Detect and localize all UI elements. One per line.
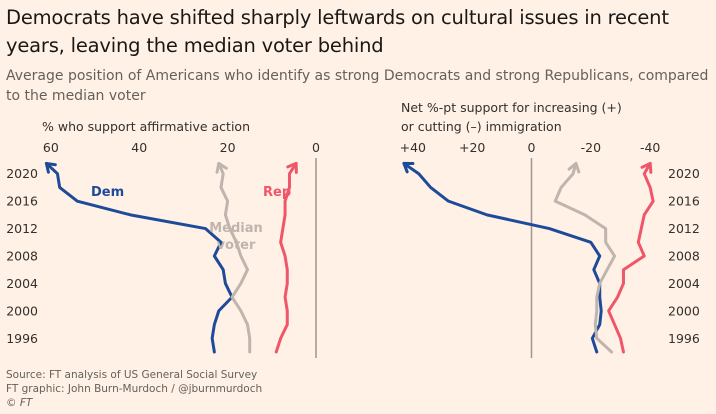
median-series-label-line2: voter [217,238,256,253]
y-tick-label: 2008 [6,249,38,264]
y-tick-label: 2012 [668,221,700,236]
x-tick-label: +20 [459,140,485,155]
rep-series-label: Rep [263,185,291,200]
graphic-credit: FT graphic: John Burn-Murdoch / @jburnmu… [6,383,263,395]
x-tick-label: 20 [220,140,236,155]
x-tick-label: +40 [400,140,426,155]
x-tick-label: -20 [581,140,601,155]
y-tick-label: 2016 [668,194,700,209]
source-note: Source: FT analysis of US General Social… [6,369,258,381]
y-tick-label: 2016 [6,194,38,209]
y-tick-label: 2000 [6,303,38,318]
chart-subtitle: Average position of Americans who identi… [6,68,709,104]
y-tick-label: 2012 [6,221,38,236]
y-tick-label: 2004 [6,276,38,291]
right-panel-title-line2: or cutting (–) immigration [401,119,562,134]
dem-series-line [44,161,234,354]
dem-series-label: Dem [91,185,124,200]
right-panel: +40 +20 0 -20 -40 1996 2000 2004 2008 2012 2016 202… [400,140,700,358]
x-tick-label: 0 [528,140,536,155]
median-arrowhead [567,161,581,174]
x-tick-label: 60 [43,140,59,155]
y-tick-label: 2000 [668,303,700,318]
x-tick-label: -40 [640,140,660,155]
dem-arrowhead [44,161,57,174]
right-panel-title-line1: Net %-pt support for increasing (+) [401,100,622,115]
y-tick-label: 1996 [668,331,700,346]
x-tick-label: 40 [131,140,147,155]
y-tick-label: 2020 [6,166,38,181]
rep-arrowhead [286,161,298,174]
y-tick-label: 2008 [668,249,700,264]
dem-arrowhead [402,161,415,174]
median-series-line [217,161,252,354]
copyright-note: © FT [6,397,33,409]
rep-arrowhead [640,161,653,174]
y-tick-label: 1996 [6,331,38,346]
x-tick-label: 0 [312,140,320,155]
median-series-line [553,161,617,354]
median-series-label-line1: Median [209,221,263,236]
dem-series-line [402,161,603,354]
left-panel-title: % who support affirmative action [42,119,250,134]
y-tick-label: 2020 [668,166,700,181]
footer: Source: FT analysis of US General Social… [6,368,262,410]
median-arrowhead [215,161,228,174]
left-panel: 60 40 20 0 1996 2000 2004 2008 2012 2016 2020 [6,140,320,358]
y-tick-label: 2004 [668,276,700,291]
chart-title: Democrats have shifted sharply leftwards… [6,6,669,57]
